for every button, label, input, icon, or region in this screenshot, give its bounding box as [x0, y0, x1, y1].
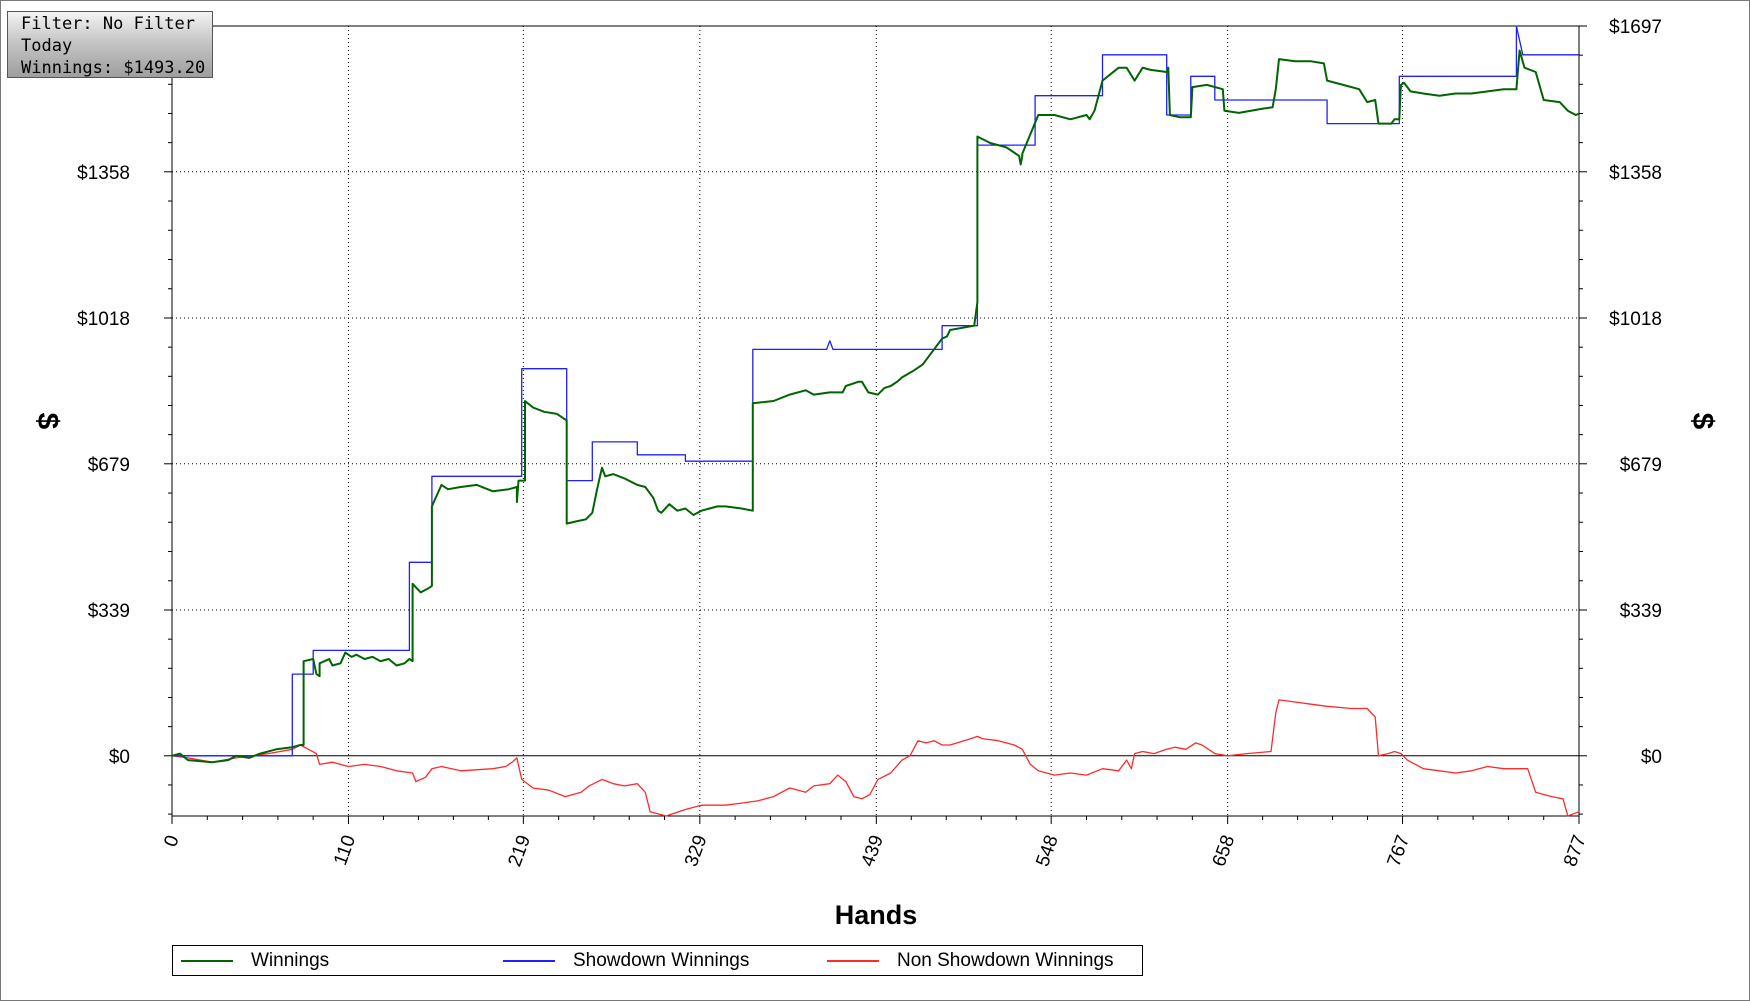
y-tick-label-left: $339	[88, 601, 130, 622]
legend-item-showdown: Showdown Winnings	[503, 946, 749, 975]
y-tick-label-right: $679	[1620, 455, 1662, 476]
chart-legend: Winnings Showdown Winnings Non Showdown …	[172, 945, 1143, 976]
y-tick-label-right: $339	[1620, 601, 1662, 622]
legend-swatch-showdown	[503, 959, 555, 962]
x-tick-label: 0	[160, 833, 183, 850]
legend-swatch-non-showdown	[827, 959, 879, 962]
y-tick-label-left: $679	[88, 455, 130, 476]
series-winnings-line	[171, 49, 1580, 764]
legend-swatch-winnings	[181, 959, 233, 962]
legend-item-winnings: Winnings	[181, 946, 329, 975]
x-tick-label: 329	[681, 833, 712, 870]
y-tick-label-left: $1358	[77, 163, 130, 184]
y-tick-label-left: $0	[109, 747, 130, 768]
plot-border	[171, 25, 1580, 817]
label-layer: Hands $ $	[31, 413, 1719, 930]
y-axis-title-right: $	[1686, 413, 1719, 430]
x-tick-label: 548	[1032, 833, 1063, 870]
y-tick-label-right: $1697	[1609, 17, 1662, 38]
y-tick-label-right: $1018	[1609, 309, 1662, 330]
grid-layer	[172, 26, 1579, 816]
x-tick-label: 658	[1209, 833, 1240, 870]
legend-item-non-showdown: Non Showdown Winnings	[827, 946, 1114, 975]
period-label: Today	[21, 36, 73, 56]
x-tick-label: 110	[330, 833, 360, 869]
series-showdown-winnings-line	[172, 25, 1579, 757]
filter-info-box: Filter: No Filter Today Winnings: $1493.…	[7, 11, 213, 78]
series-layer	[171, 25, 1580, 817]
legend-label-winnings: Winnings	[251, 949, 330, 971]
y-tick-label-right: $0	[1641, 747, 1662, 768]
x-axis-title: Hands	[835, 900, 918, 930]
legend-label-non-showdown: Non Showdown Winnings	[897, 949, 1114, 971]
x-tick-label: 219	[504, 833, 535, 870]
x-tick-label: 767	[1384, 833, 1415, 870]
winnings-total-label: Winnings: $1493.20	[21, 58, 206, 78]
series-non-showdown-winnings-line	[171, 699, 1580, 817]
x-tick-label: 877	[1560, 833, 1591, 870]
y-tick-label-right: $1358	[1609, 163, 1662, 184]
axis-layer: 0 110 219 329 439 548 658 767 877 $0 $0 $339 $339 $67…	[77, 17, 1662, 870]
x-tick-label: 439	[857, 833, 888, 870]
filter-label: Filter: No Filter	[21, 14, 195, 34]
y-tick-label-left: $1018	[77, 309, 130, 330]
y-axis-title-left: $	[31, 413, 64, 430]
legend-label-showdown: Showdown Winnings	[573, 949, 750, 971]
